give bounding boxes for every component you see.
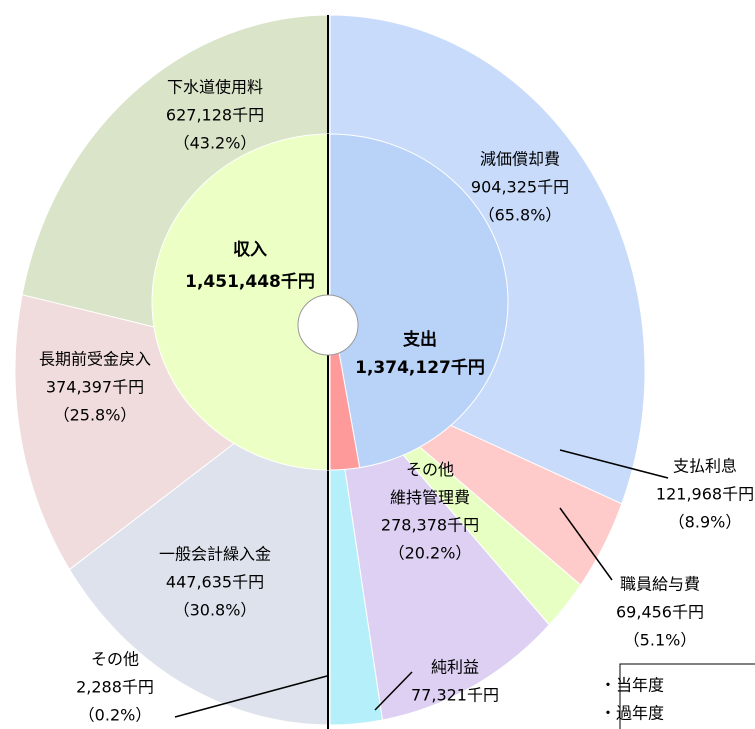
percent-label: （20.2%） — [389, 544, 472, 563]
percent-label: （43.2%） — [174, 134, 257, 153]
percent-label: （30.8%） — [174, 601, 257, 620]
value-label: 278,378千円 — [381, 516, 479, 535]
slice-label: 長期前受金戻入 — [39, 350, 151, 369]
value-label: 69,456千円 — [616, 603, 704, 622]
value-label: 904,325千円 — [471, 178, 569, 197]
value-label: 121,968千円 — [656, 485, 754, 504]
slice-label-line: 維持管理費 — [390, 488, 470, 507]
leader-line — [374, 671, 413, 711]
leader-line — [559, 449, 669, 479]
percent-label: （5.1%） — [624, 631, 697, 650]
percent-label: （8.9%） — [669, 513, 742, 532]
center-label: 1,451,448千円 — [185, 272, 315, 292]
leader-line — [559, 507, 613, 581]
slice-label: 支払利息 — [673, 457, 737, 476]
value-label: 2,288千円 — [76, 678, 154, 697]
slice-label-line: その他 — [406, 460, 454, 479]
slice-label: その他 — [91, 650, 139, 669]
percent-label: （0.2%） — [79, 706, 152, 725]
percent-label: （25.8%） — [54, 406, 137, 425]
hole — [297, 294, 359, 356]
slice-label: 一般会計繰入金 — [159, 545, 271, 564]
value-label: 374,397千円 — [46, 378, 144, 397]
percent-label: （65.8%） — [479, 206, 562, 225]
slice-label: 減価償却費 — [480, 150, 560, 169]
note: ・過年度 — [600, 704, 664, 723]
value-label: 627,128千円 — [166, 106, 264, 125]
inner-slice — [151, 133, 331, 471]
value-label: 447,635千円 — [166, 573, 264, 592]
leader-line — [174, 675, 328, 718]
inner-slice — [329, 133, 509, 469]
slice-label: 純利益 — [431, 658, 479, 677]
center-label: 支出 — [403, 329, 437, 350]
center-label: 収入 — [233, 240, 267, 260]
note: ・当年度 — [600, 676, 664, 695]
slice-label: 職員給与費 — [620, 575, 700, 594]
slice-label: その他維持管理費 — [390, 460, 470, 507]
center-label: 1,374,127千円 — [355, 358, 485, 378]
value-label: 77,321千円 — [411, 686, 499, 705]
note-box — [619, 663, 755, 729]
slice-label: 下水道使用料 — [167, 78, 263, 97]
